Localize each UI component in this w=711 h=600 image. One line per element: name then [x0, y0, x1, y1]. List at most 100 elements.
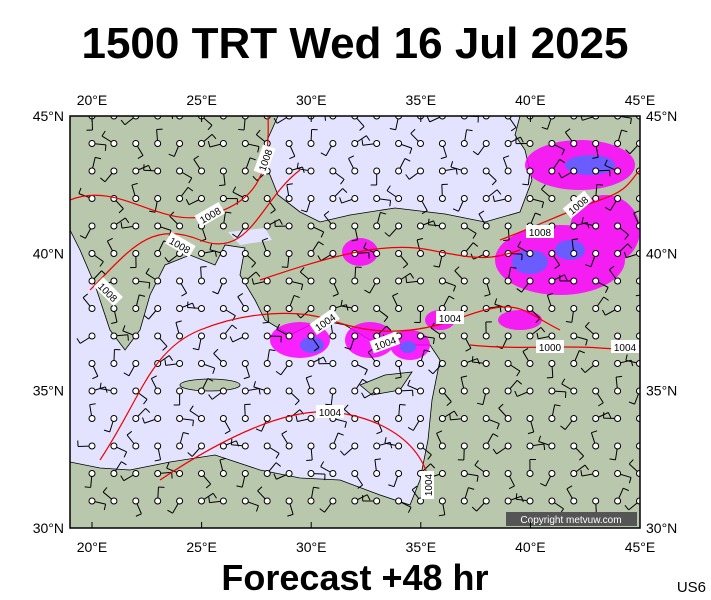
barb-flag [320, 461, 325, 467]
station [482, 277, 490, 285]
station [351, 442, 359, 450]
station [373, 497, 381, 505]
station [592, 360, 600, 367]
station [526, 332, 534, 340]
station [438, 140, 446, 147]
station [460, 140, 468, 147]
isobar-value: 1000 [539, 343, 562, 354]
station [88, 442, 96, 450]
barb-flag [230, 438, 233, 445]
station [285, 222, 293, 230]
barb-flag [579, 350, 585, 354]
barb-flag [255, 505, 259, 512]
station [176, 497, 184, 505]
barb-flag [120, 222, 123, 229]
station [460, 195, 468, 202]
station [241, 167, 249, 175]
barb-flag [95, 156, 102, 160]
map-title: 1500 TRT Wed 16 Jul 2025 [81, 19, 628, 68]
isobar-label-box [369, 331, 401, 354]
barb-flag [547, 292, 554, 296]
station [263, 415, 271, 422]
barb-flag [207, 378, 214, 382]
barb-flag [118, 208, 124, 214]
station [548, 470, 556, 477]
station [417, 332, 424, 340]
station [307, 415, 315, 422]
barb-flag [269, 349, 276, 352]
barb-flag [143, 314, 149, 320]
station [351, 387, 359, 395]
barb-flag [103, 504, 107, 511]
barb-flag [579, 455, 584, 461]
station [548, 167, 556, 175]
station [263, 222, 271, 230]
station [241, 140, 249, 147]
station [592, 387, 600, 395]
barb-flag [407, 426, 414, 431]
station [329, 222, 337, 230]
barb-flag [522, 347, 529, 352]
barb-flag [151, 375, 157, 379]
station [198, 415, 205, 422]
barb-flag [628, 459, 634, 465]
station [592, 167, 600, 175]
station [570, 167, 578, 175]
barb-flag [436, 430, 443, 434]
station [263, 305, 271, 312]
station [482, 195, 490, 202]
barb-flag [427, 454, 432, 460]
barb-flag [628, 477, 632, 484]
barb-flag [101, 130, 106, 137]
station [132, 387, 140, 395]
station [460, 277, 468, 285]
station [395, 222, 403, 230]
station [373, 470, 381, 477]
isobar-label-box [164, 231, 196, 258]
barb-flag [380, 212, 387, 215]
barb-flag [279, 219, 283, 225]
station [373, 222, 381, 230]
lon-label: 30°E [296, 92, 327, 108]
station [219, 497, 227, 505]
station [88, 387, 96, 395]
barb-flag [365, 135, 371, 141]
barb-flag [580, 116, 583, 121]
station [176, 415, 184, 422]
station [132, 140, 140, 147]
station [460, 470, 468, 477]
barb-flag [389, 200, 392, 207]
barb-flag [323, 210, 330, 216]
barb-flag [364, 369, 368, 376]
barb-flag [100, 177, 106, 183]
station [263, 250, 271, 257]
station [592, 470, 600, 477]
station [373, 305, 381, 312]
isobar-label-box [309, 308, 340, 335]
barb-flag [212, 291, 219, 295]
barb-flag [367, 348, 374, 353]
station [417, 497, 424, 505]
station [438, 442, 446, 450]
barb-flag [99, 382, 102, 389]
station [263, 470, 271, 477]
station [198, 497, 205, 505]
barb-flag [89, 403, 96, 406]
barb-flag [262, 237, 268, 241]
station [219, 277, 227, 285]
station [307, 250, 315, 257]
station [110, 497, 118, 505]
station [373, 195, 381, 202]
station [241, 332, 249, 340]
station [307, 277, 315, 285]
barb-flag [604, 159, 608, 166]
barb-flag [212, 492, 217, 499]
station [460, 442, 468, 450]
barb-flag [363, 242, 367, 249]
barb-flag [107, 237, 113, 242]
station [438, 195, 446, 202]
station [351, 470, 359, 477]
barb-flag [510, 127, 517, 132]
barb-flag [426, 116, 431, 123]
station [285, 332, 293, 340]
